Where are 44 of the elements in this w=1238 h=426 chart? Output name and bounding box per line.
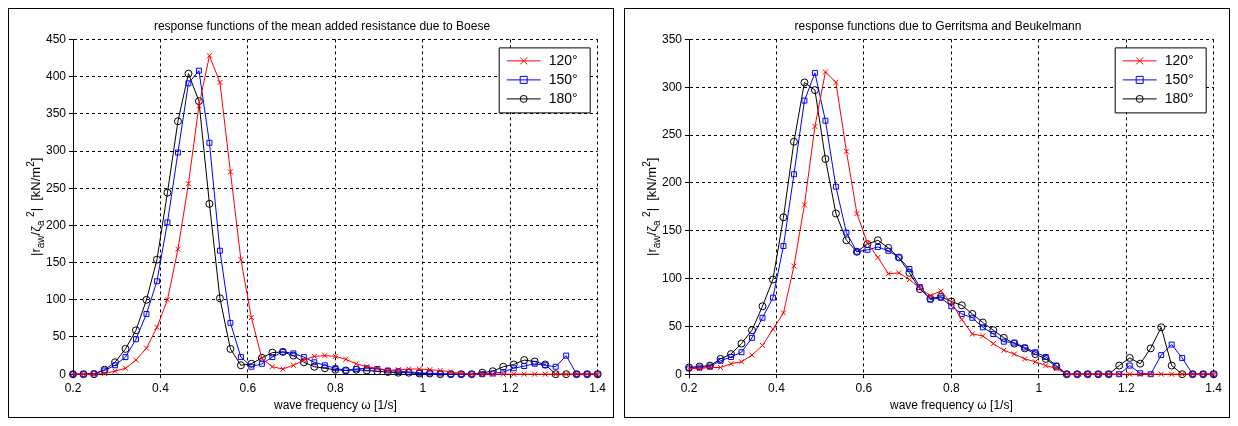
legend-label: 180°	[548, 89, 578, 106]
y-tick-label: 100	[661, 270, 683, 285]
y-tick-label: 150	[661, 223, 683, 238]
legend-label: 150°	[1164, 70, 1194, 87]
x-axis-title: wave frequency ω [1/s]	[272, 398, 397, 413]
chart-title: response functions due to Gerritsma and Beukelmann	[794, 18, 1082, 33]
y-tick-label: 200	[45, 217, 67, 232]
legend-label: 120°	[548, 51, 578, 68]
y-tick-label: 0	[59, 366, 67, 381]
y-tick-label: 200	[661, 175, 683, 190]
x-tick-label: 0.2	[64, 380, 82, 395]
y-tick-label: 250	[45, 180, 67, 195]
y-tick-label: 0	[675, 366, 683, 381]
x-tick-label: 0.6	[239, 380, 257, 395]
y-tick-label: 50	[52, 329, 67, 344]
x-tick-label: 0.4	[768, 380, 786, 395]
legend-label: 180°	[1164, 89, 1194, 106]
x-tick-label: 1.4	[589, 380, 607, 395]
y-tick-label: 300	[661, 79, 683, 94]
x-tick-label: 1.4	[1205, 380, 1223, 395]
y-tick-label: 350	[45, 106, 67, 121]
y-tick-label: 150	[45, 254, 67, 269]
y-tick-label: 400	[45, 68, 67, 83]
x-tick-label: 1.2	[501, 380, 519, 395]
y-tick-label: 250	[661, 127, 683, 142]
x-tick-label: 0.8	[943, 380, 960, 395]
y-axis-title: |raw/ζa 2| [kN/m2]	[641, 157, 662, 256]
x-tick-label: 1.2	[1117, 380, 1135, 395]
y-tick-label: 50	[668, 318, 683, 333]
legend-label: 150°	[548, 70, 578, 87]
y-tick-label: 350	[661, 31, 683, 46]
y-tick-label: 100	[45, 292, 67, 307]
x-tick-label: 0.2	[680, 380, 698, 395]
legend-label: 120°	[1164, 51, 1194, 68]
y-tick-label: 300	[45, 143, 67, 158]
x-tick-label: 0.4	[152, 380, 170, 395]
y-tick-label: 450	[45, 31, 67, 46]
x-tick-label: 0.6	[855, 380, 873, 395]
x-tick-label: 1	[1035, 380, 1043, 395]
x-tick-label: 0.8	[327, 380, 344, 395]
x-tick-label: 1	[419, 380, 427, 395]
y-axis-title: |raw/ζa 2| [kN/m2]	[25, 157, 46, 256]
chart-title: response functions of the mean added resistance due to Boese	[153, 18, 491, 33]
x-axis-title: wave frequency ω [1/s]	[888, 398, 1013, 413]
